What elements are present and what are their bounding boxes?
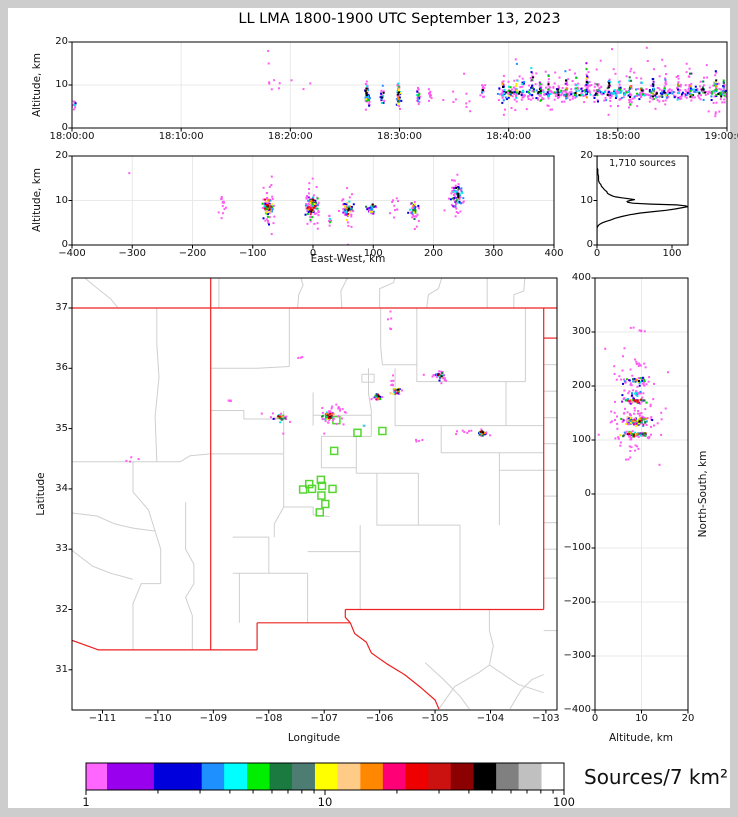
tick-label: 0	[593, 248, 601, 259]
tick-label: −103	[532, 713, 560, 724]
tick-label: −108	[255, 713, 283, 724]
tick-label: 400	[571, 272, 591, 283]
tick-label: −104	[476, 713, 505, 724]
tick-label: −300	[118, 248, 146, 259]
tick-label: 20	[580, 150, 593, 161]
tick-label: −100	[563, 542, 591, 553]
tick-label: 18:00:00	[49, 131, 95, 142]
tick-label: 200	[423, 248, 444, 259]
source-count-annotation: 1,710 sources	[609, 158, 676, 169]
ew-altitude-points	[128, 172, 465, 245]
ns-panel-altitude-axis-label: Altitude, km	[608, 732, 674, 744]
tick-label: −200	[178, 248, 207, 259]
tick-label: 31	[55, 663, 68, 675]
tick-label: −200	[563, 596, 591, 607]
axis-ticks	[68, 41, 728, 714]
tick-label: −400	[563, 704, 591, 715]
longitude-axis-label: Longitude	[287, 732, 341, 744]
altitude-histogram-line	[597, 156, 688, 245]
tick-label: 100	[363, 248, 383, 259]
latitude-axis-label: Latitude	[34, 472, 47, 516]
tick-label: 0	[591, 713, 599, 724]
tick-label: 18:40:00	[486, 131, 532, 142]
tick-label: 35	[55, 422, 68, 434]
tick-label: 10	[55, 79, 68, 90]
tick-label: 37	[55, 302, 68, 313]
tick-label: 100	[553, 795, 575, 809]
tick-label: 0	[61, 122, 68, 133]
tick-label: 0	[586, 239, 593, 250]
tick-label: 20	[55, 36, 68, 47]
colorbar	[85, 762, 565, 795]
tick-label: 400	[544, 248, 564, 259]
tick-label: 18:30:00	[377, 131, 422, 142]
tick-label: 10	[317, 795, 333, 809]
tick-label: −400	[58, 248, 86, 259]
tick-label: −100	[239, 248, 267, 259]
tick-label: 1	[82, 795, 90, 809]
tick-label: 18:10:00	[158, 131, 204, 142]
tick-label: 100	[571, 434, 591, 445]
tick-label: 0	[584, 488, 591, 499]
tick-label: 19:00:00	[704, 131, 738, 142]
tick-label: 10	[580, 194, 593, 206]
tick-label: −106	[365, 713, 394, 724]
time-altitude-points	[72, 46, 727, 118]
tick-label: 10	[55, 194, 68, 206]
tick-label: 0	[61, 239, 68, 250]
colorbar-label: Sources/7 km²	[584, 765, 729, 789]
ns-altitude-points	[595, 326, 669, 466]
tick-label: 0	[309, 248, 317, 259]
tick-label: 18:20:00	[267, 131, 313, 142]
tick-label: 36	[55, 362, 68, 374]
tick-label: 10	[635, 713, 648, 724]
tick-label: −107	[310, 713, 338, 724]
figure-title: LL LMA 1800-1900 UTC September 13, 2023	[238, 11, 561, 27]
north-south-axis-label: North-South, km	[696, 450, 709, 538]
tick-label: 34	[55, 482, 68, 494]
tick-label: 300	[484, 248, 504, 259]
tick-label: −300	[563, 650, 591, 661]
tick-label: 200	[571, 380, 591, 391]
tick-label: 33	[55, 543, 68, 555]
tick-label: 32	[55, 603, 68, 615]
tick-label: −111	[88, 713, 117, 724]
map-points	[125, 310, 492, 463]
tick-label: −110	[144, 713, 172, 724]
figure-canvas	[8, 8, 730, 808]
tick-label: −105	[421, 713, 449, 724]
tick-label: 300	[571, 326, 591, 337]
tick-label: 100	[662, 248, 682, 259]
tick-label: −109	[199, 713, 228, 724]
tick-label: 20	[55, 150, 68, 161]
east-west-axis-label: East-West, km	[310, 253, 386, 265]
tick-label: 18:50:00	[595, 131, 641, 142]
tick-label: 20	[681, 713, 695, 724]
